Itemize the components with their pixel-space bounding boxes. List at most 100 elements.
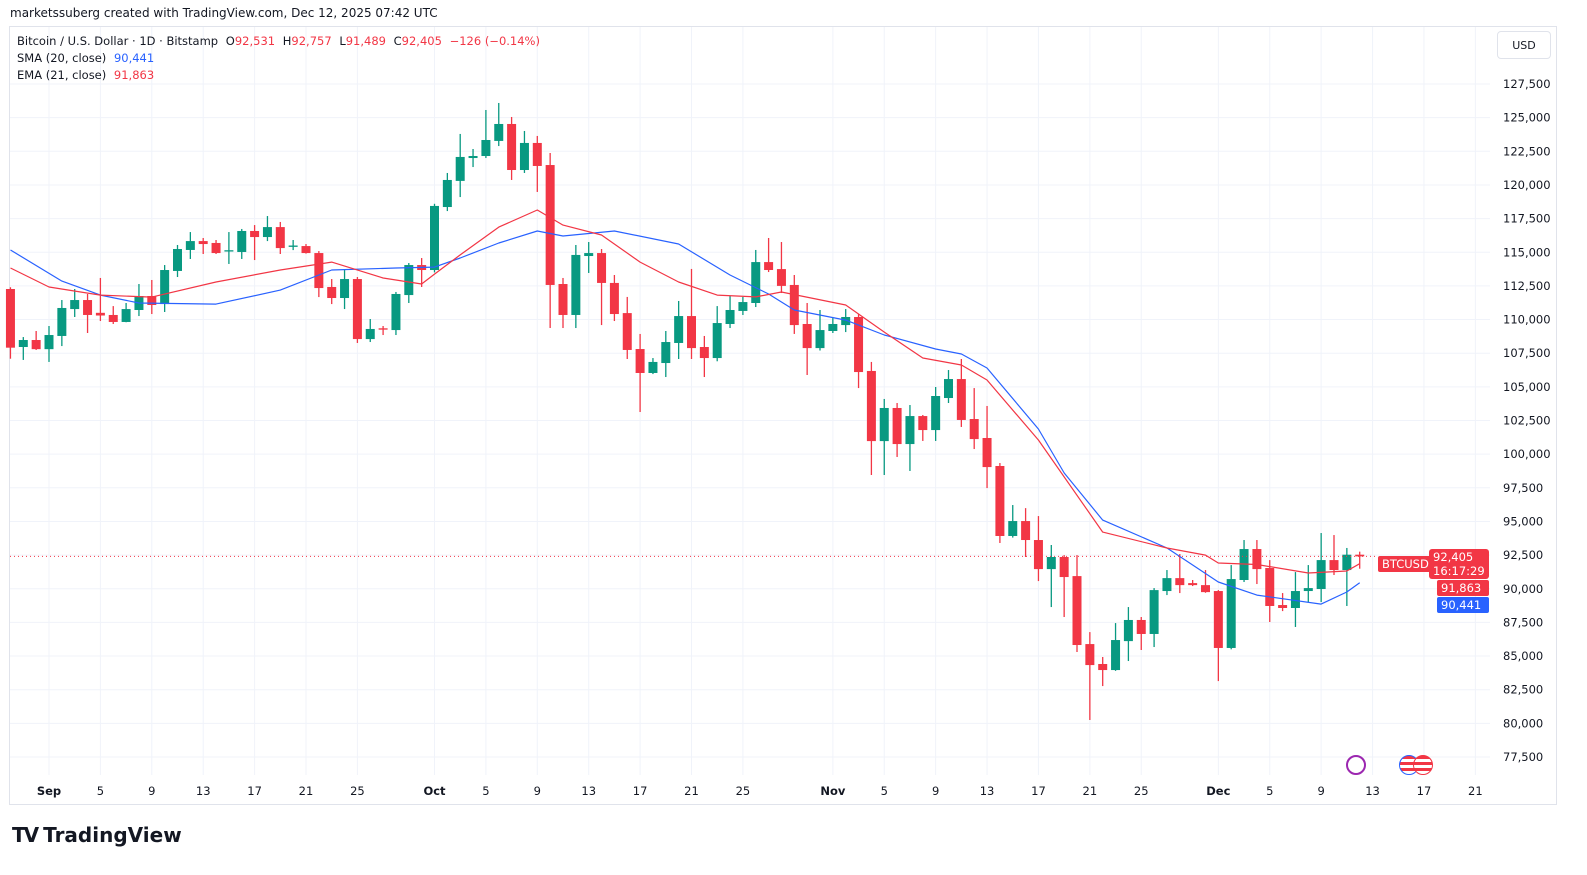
candle-down (417, 258, 427, 287)
candle-body (712, 323, 722, 359)
candle-up (44, 326, 54, 362)
candle-body (391, 293, 401, 331)
price-tick-label: 97,500 (1503, 481, 1543, 495)
sma-label[interactable]: SMA (20, close) (17, 51, 107, 65)
candle-down (558, 277, 568, 329)
symbol-tag: BTCUSD (1378, 556, 1433, 572)
candle-down (1355, 551, 1365, 569)
candle-body (1342, 554, 1352, 571)
candle-body (1252, 549, 1262, 570)
candle-down (1278, 593, 1288, 612)
candle-body (211, 242, 221, 254)
price-tick-label: 100,000 (1503, 447, 1551, 461)
time-tick-label: 17 (247, 784, 262, 798)
candle-body (1136, 619, 1146, 634)
candle-body (944, 379, 953, 399)
time-tick-label: 21 (1083, 784, 1098, 798)
candle-body (288, 245, 298, 247)
tradingview-logo[interactable]: TV TradingView (12, 823, 182, 847)
candle-body (571, 254, 581, 315)
candle-down (1265, 560, 1275, 622)
candle-up (1316, 533, 1326, 603)
price-tick-label: 110,000 (1503, 313, 1551, 327)
time-tick-label: Oct (423, 784, 446, 798)
indicator-lines (10, 209, 1361, 605)
sma-legend: SMA (20, close) 90,441 (17, 50, 544, 67)
candle-up (712, 306, 722, 362)
candle-body (147, 295, 157, 306)
candle-down (1072, 555, 1082, 653)
price-tick-label: 80,000 (1503, 716, 1543, 730)
candle-body (905, 416, 915, 445)
candle-body (275, 227, 285, 249)
time-tick-label: 5 (881, 784, 888, 798)
candle-body (83, 300, 93, 315)
candle-body (854, 316, 864, 373)
brand-name: TradingView (43, 823, 182, 847)
time-tick-label: 9 (148, 784, 155, 798)
ema-label[interactable]: EMA (21, close) (17, 68, 107, 82)
sparkle-swirl-icon[interactable] (1346, 755, 1366, 775)
candle-body (1021, 521, 1031, 541)
candle-body (545, 165, 555, 285)
candle-up (828, 318, 838, 334)
grid (10, 27, 1490, 775)
price-tick-label: 122,500 (1503, 144, 1551, 158)
time-tick-label: 5 (97, 784, 104, 798)
candle-down (1085, 632, 1095, 720)
candle-down (635, 333, 645, 413)
time-tick-label: Nov (820, 784, 846, 798)
candle-down (95, 277, 105, 322)
candle-down (211, 240, 221, 254)
time-tick-label: 21 (684, 784, 699, 798)
candle-body (519, 142, 529, 171)
candle-down (699, 335, 709, 378)
candle-body (507, 123, 517, 171)
candle-up (262, 216, 272, 242)
candle-down (1213, 590, 1223, 682)
time-tick-label: 13 (1365, 784, 1380, 798)
candle-body (494, 123, 504, 141)
candle-body (1162, 578, 1172, 592)
time-tick-label: 17 (1417, 784, 1432, 798)
close-value: 92,405 (401, 34, 442, 48)
last-price: 92,405 (1433, 550, 1474, 564)
candle-body (237, 230, 247, 252)
candle-down (532, 135, 542, 192)
symbol-name[interactable]: Bitcoin / U.S. Dollar · 1D · Bitstamp (17, 34, 219, 48)
candle-up (237, 228, 247, 259)
candle-up (725, 295, 735, 329)
currency-button[interactable]: USD (1497, 31, 1551, 59)
ema-tag: 91,863 (1437, 580, 1489, 596)
flag-icon[interactable] (1413, 755, 1433, 775)
candle-body (1111, 640, 1121, 671)
candle-body (699, 347, 709, 359)
candle-body (1201, 585, 1210, 593)
candle-down (108, 306, 118, 324)
price-tick-label: 85,000 (1503, 649, 1543, 663)
candle-body (70, 300, 80, 310)
candle-body (250, 230, 260, 238)
candle-down (1175, 554, 1185, 594)
candle-body (841, 316, 851, 326)
candle-up (365, 319, 375, 343)
candle-body (1059, 556, 1069, 578)
candle-body (532, 142, 542, 166)
candle-body (1046, 556, 1056, 570)
candle-body (1355, 554, 1365, 557)
candle-up (404, 263, 414, 303)
candle-up (738, 296, 748, 315)
candle-body (1290, 591, 1300, 608)
candle-down (198, 237, 208, 254)
candle-body (365, 328, 375, 340)
candle-body (1175, 578, 1185, 586)
time-tick-label: 25 (1134, 784, 1149, 798)
candle-down (275, 221, 285, 254)
candle-body (121, 309, 131, 322)
price-tick-label: 92,500 (1503, 548, 1543, 562)
price-tick-label: 117,500 (1503, 212, 1551, 226)
candle-down (83, 293, 93, 334)
open-value: 92,531 (234, 34, 276, 48)
price-tick-label: 82,500 (1503, 683, 1543, 697)
